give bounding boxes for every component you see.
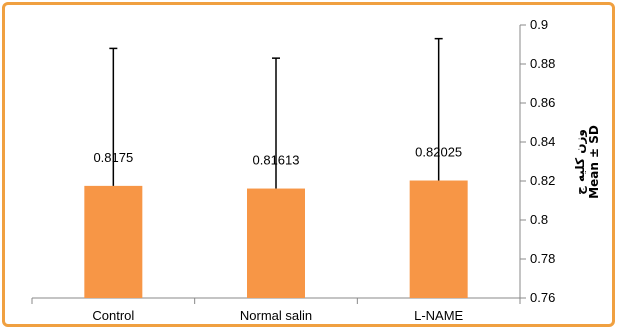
y-tick-label: 0.82	[530, 173, 555, 188]
bar-1	[84, 185, 143, 298]
y-axis-title: وزن کلیه ج Mean ± SD	[573, 125, 601, 199]
data-labels: 0.8175 0.81613 0.82025	[93, 145, 462, 168]
data-label-3: 0.82025	[415, 145, 462, 160]
y-tick-label: 0.88	[530, 56, 555, 71]
category-label-2: Normal salin	[240, 308, 312, 323]
data-label-2: 0.81613	[253, 153, 300, 168]
category-label-3: L-NAME	[414, 308, 463, 323]
bars	[84, 180, 468, 298]
y-axis-title-line1: وزن کلیه ج	[573, 129, 588, 195]
bar-3	[409, 180, 468, 298]
bar-2	[247, 188, 305, 298]
y-tick-labels: 0.76 0.78 0.8 0.82 0.84 0.86 0.88 0.9	[530, 17, 555, 305]
category-labels: Control Normal salin L-NAME	[92, 308, 463, 323]
y-axis-title-line2: Mean ± SD	[587, 125, 601, 199]
y-tick-label: 0.8	[530, 212, 548, 227]
data-label-1: 0.8175	[93, 150, 133, 165]
category-label-1: Control	[92, 308, 134, 323]
y-tick-label: 0.86	[530, 95, 555, 110]
y-tick-label: 0.9	[530, 17, 548, 32]
error-bars	[109, 37, 443, 189]
y-tick-label: 0.76	[530, 290, 555, 305]
y-tick-label: 0.78	[530, 251, 555, 266]
y-tick-label: 0.84	[530, 134, 555, 149]
